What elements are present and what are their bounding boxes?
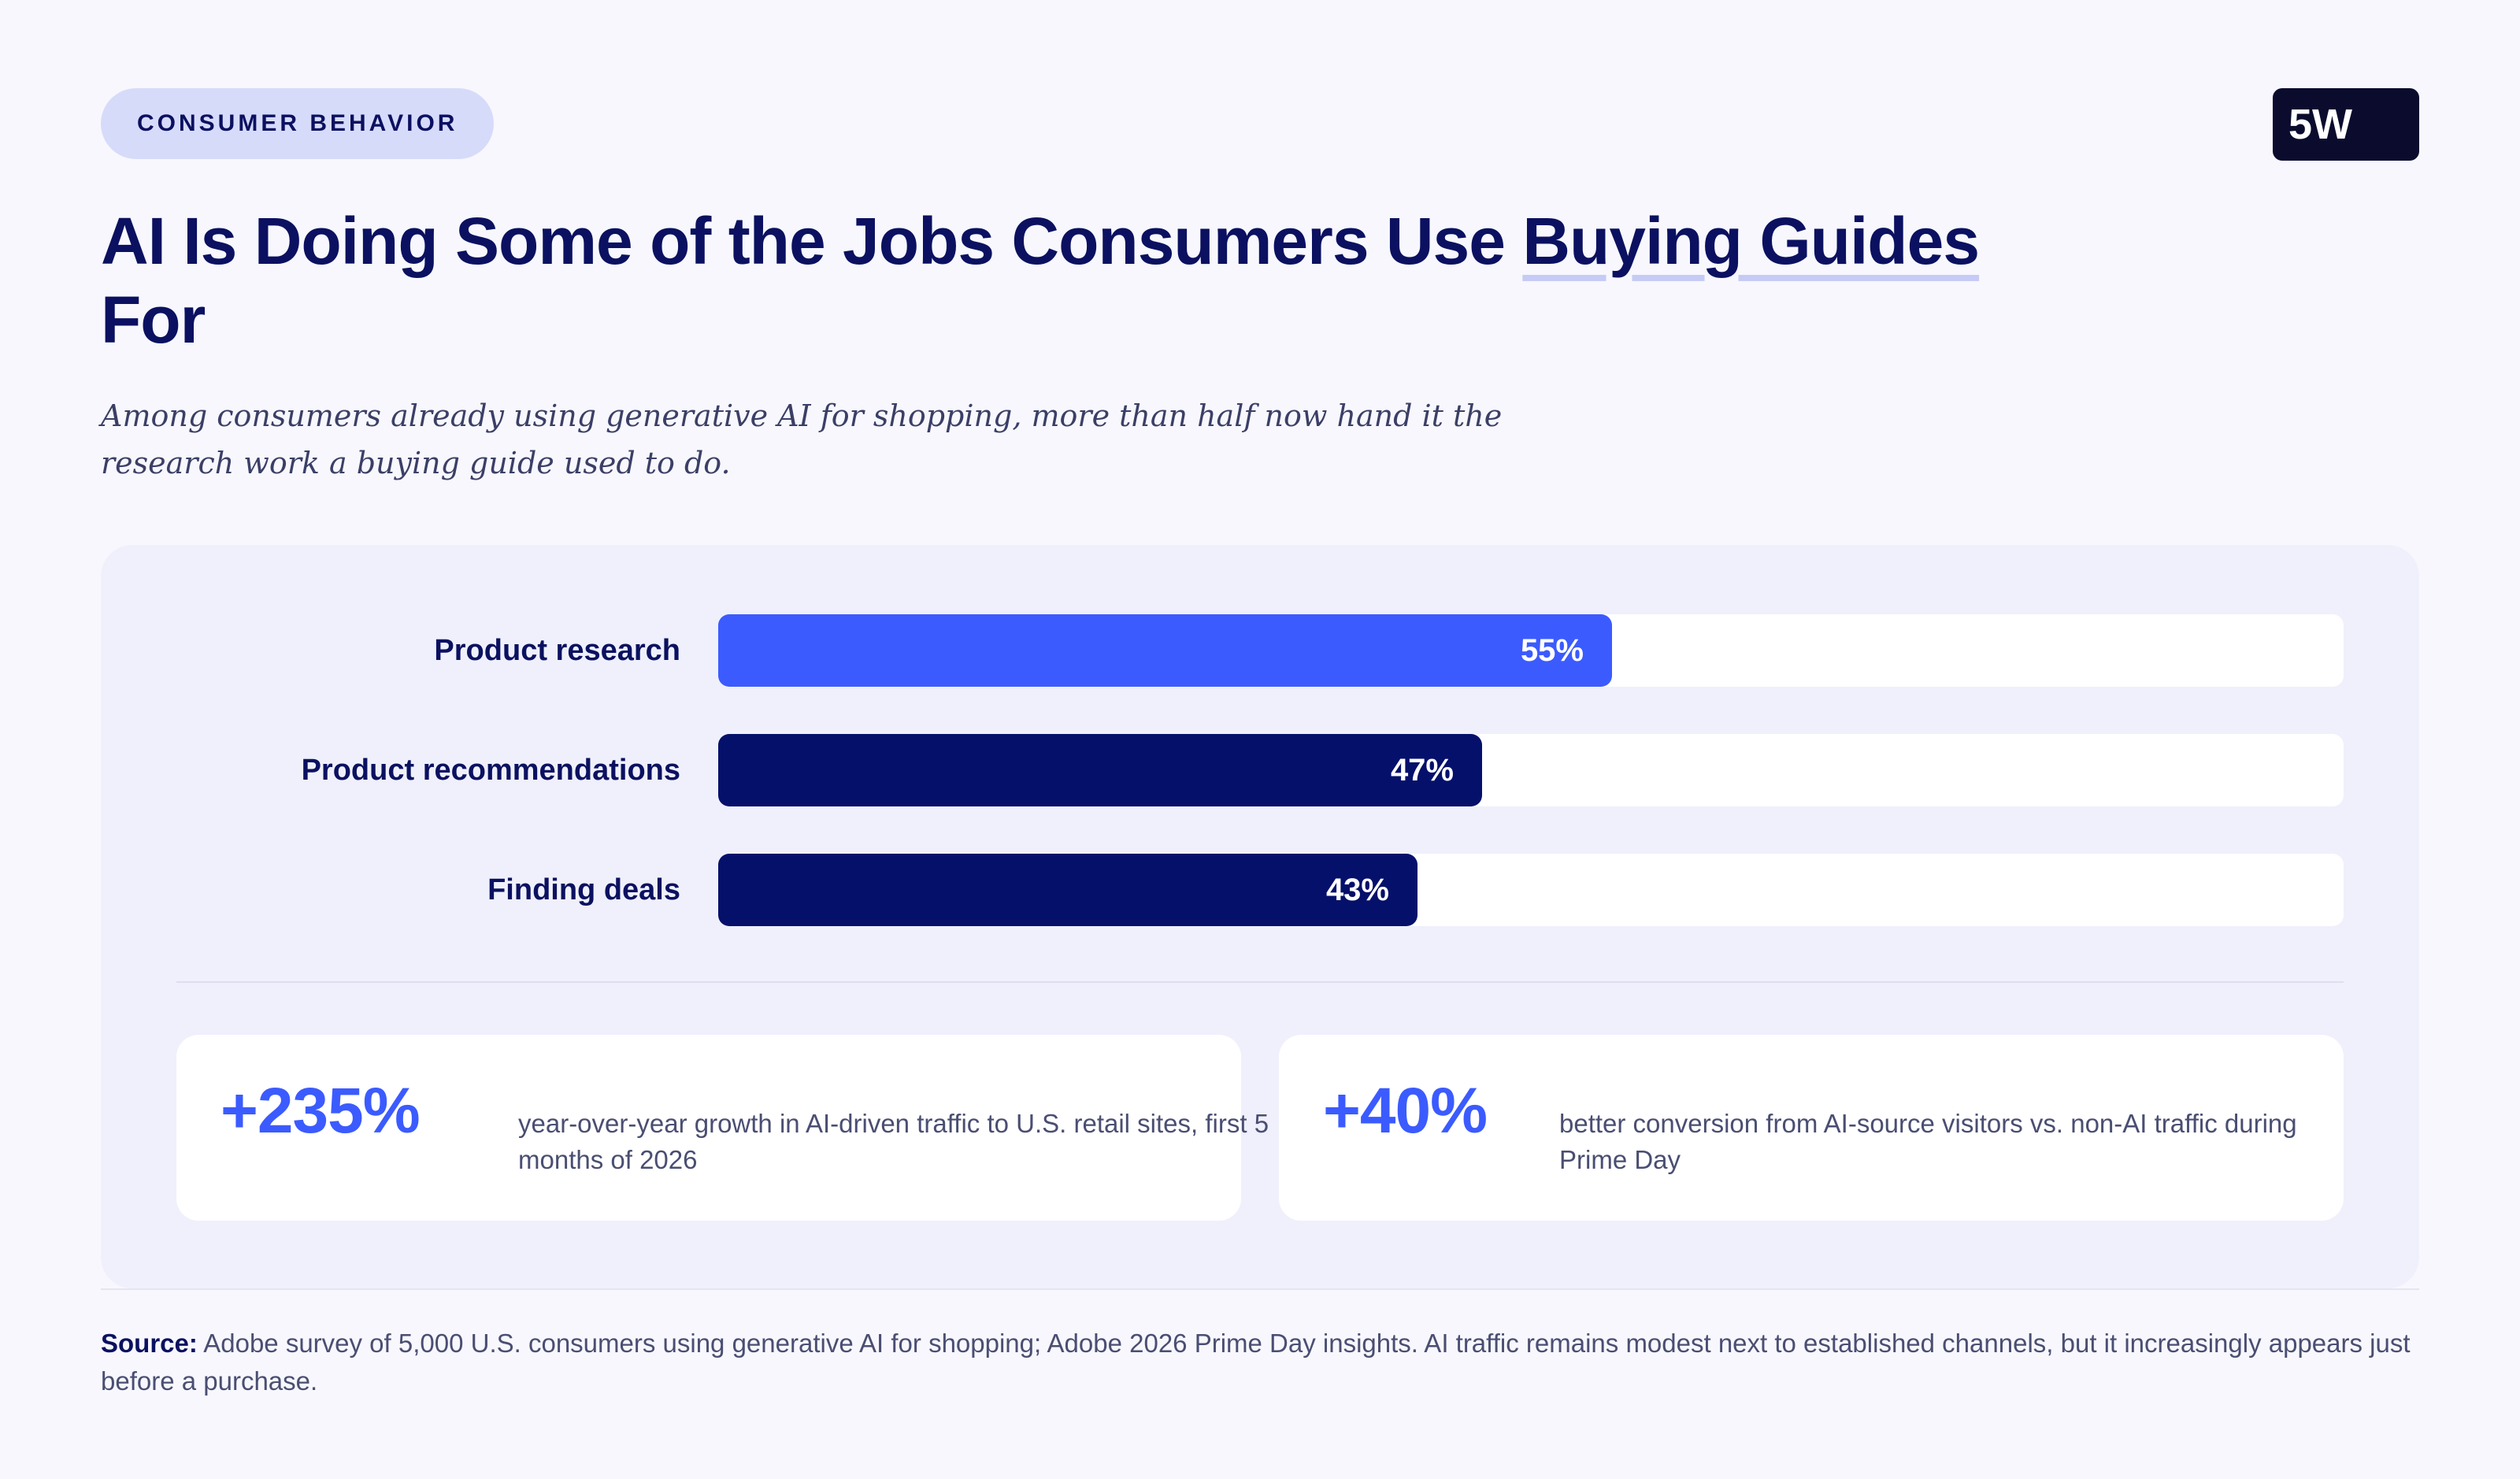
divider [176, 981, 2344, 983]
title-part-1: AI Is Doing Some of the Jobs Consumers U… [101, 204, 1523, 278]
title-part-2: For [101, 283, 206, 357]
bar-label: Product recommendations [301, 753, 680, 787]
bar-label: Finding deals [487, 873, 680, 906]
page-title: AI Is Doing Some of the Jobs Consumers U… [101, 202, 1991, 359]
title-highlight: Buying Guides [1522, 204, 1980, 278]
category-badge: CONSUMER BEHAVIOR [101, 88, 495, 159]
bar: 43% [718, 854, 1418, 926]
bar: 47% [718, 734, 1482, 806]
stat-card-conversion: +40% better conversion from AI-source vi… [1279, 1035, 2344, 1221]
footer-divider [101, 1288, 2419, 1290]
stat-value: +40% [1323, 1075, 1488, 1147]
bar-value-label: 47% [1390, 752, 1454, 788]
source-text: Adobe survey of 5,000 U.S. consumers usi… [101, 1329, 2411, 1396]
bar-track: 43% [718, 854, 2344, 926]
stat-value: +235% [220, 1075, 421, 1147]
bar-row: Product research 55% [101, 614, 2419, 687]
chart-panel: Product research 55% Product recommendatio… [101, 545, 2419, 1288]
bar: 55% [718, 614, 1612, 687]
stat-description: better conversion from AI-source visitor… [1559, 1109, 2297, 1174]
bar-track: 47% [718, 734, 2344, 806]
source-label: Source: [101, 1329, 198, 1358]
bar-value-label: 55% [1520, 632, 1584, 668]
stat-card-traffic: +235% year-over-year growth in AI-driven… [176, 1035, 1269, 1221]
bar-track: 55% [718, 614, 2344, 687]
page-subtitle: Among consumers already using generative… [101, 398, 1503, 480]
bar-row: Finding deals 43% [101, 854, 2419, 926]
bar-value-label: 43% [1325, 872, 1389, 907]
bar-label: Product research [434, 633, 680, 667]
bar-row: Product recommendations 47% [101, 734, 2419, 806]
source-note: Source: Adobe survey of 5,000 U.S. consu… [101, 1325, 2419, 1400]
stat-description: year-over-year growth in AI-driven traff… [518, 1109, 1269, 1174]
brand-logo: 5W [2273, 88, 2419, 161]
